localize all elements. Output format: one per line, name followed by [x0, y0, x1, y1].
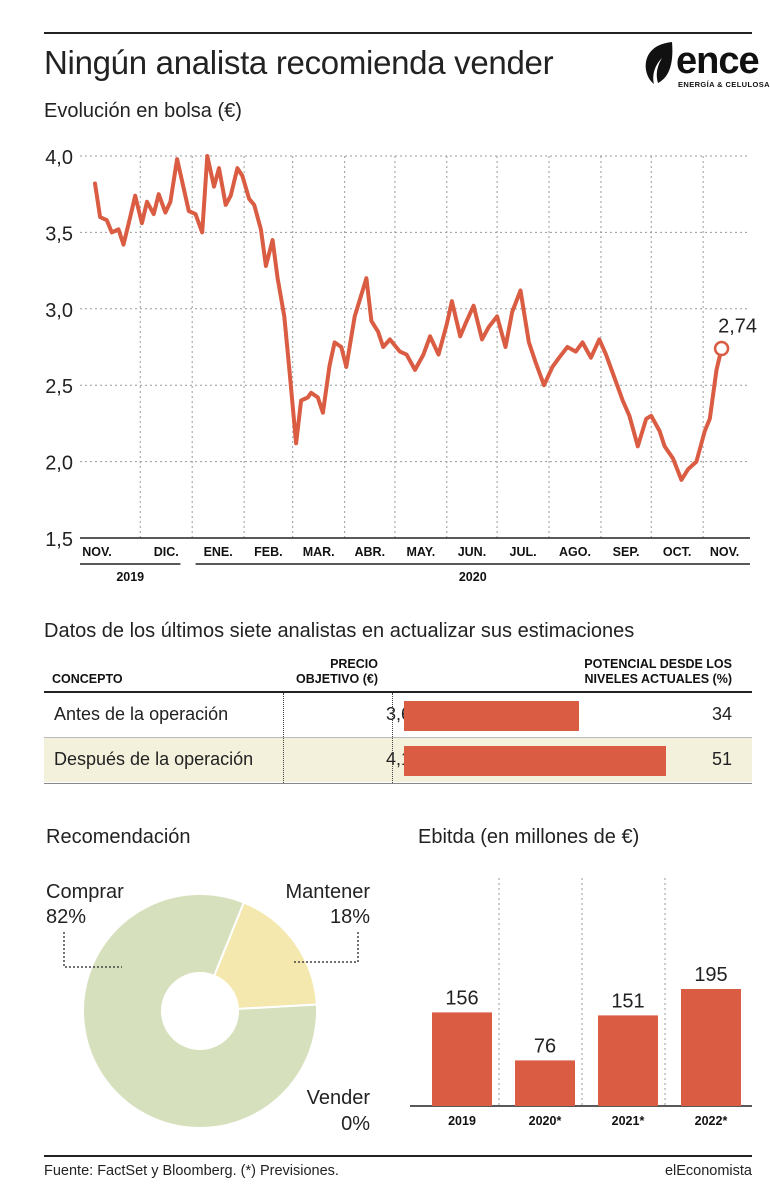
y-tick-label: 2,0 [45, 453, 73, 475]
table-row: Antes de la operación 3,66 34 [44, 693, 752, 737]
row-concepto: Después de la operación [54, 749, 254, 769]
column-header-potencial-text: POTENCIAL DESDE LOS NIVELES ACTUALES (%) [584, 657, 732, 686]
logo-word: ence [676, 40, 760, 82]
ebitda-value-label: 76 [534, 1035, 556, 1057]
bottom-rule [44, 1155, 752, 1157]
pie-slice-comprar [82, 893, 318, 1129]
ebitda-category-label: 2019 [448, 1114, 476, 1128]
top-rule [44, 32, 752, 34]
ebitda-bar [681, 989, 741, 1106]
x-tick-label: DIC. [154, 545, 179, 559]
column-header-precio-text: PRECIO OBJETIVO (€) [296, 657, 378, 686]
column-header-potencial: POTENCIAL DESDE LOS NIVELES ACTUALES (%) [560, 657, 732, 687]
ebitda-bar-chart: 156 2019 76 2020* 151 2021* 195 2022* [410, 878, 752, 1128]
table-header-rule [44, 691, 752, 693]
last-point-marker [713, 340, 730, 357]
x-tick-label: JUL. [510, 545, 537, 559]
column-divider [392, 693, 393, 783]
y-tick-label: 1,5 [45, 529, 73, 551]
potencial-bar [404, 701, 579, 731]
y-tick-label: 3,0 [45, 300, 73, 322]
x-tick-label: FEB. [254, 545, 282, 559]
pie-value-vender: 0% [341, 1113, 370, 1135]
column-header-concepto: CONCEPTO [52, 672, 123, 686]
column-divider [283, 693, 284, 783]
x-tick-label: MAY. [407, 545, 436, 559]
ebitda-value-label: 151 [611, 990, 644, 1012]
x-tick-label: MAR. [303, 545, 335, 559]
leaf-icon [645, 42, 673, 84]
stock-line-chart: 4,0 3,5 3,0 2,5 2,0 1,5 NOV. DIC. ENE. FEB. MAR. AB… [45, 147, 757, 584]
ebitda-value-label: 156 [445, 987, 478, 1009]
last-value-label: 2,74 [718, 316, 757, 338]
ebitda-title: Ebitda (en millones de €) [418, 826, 640, 848]
ebitda-category-label: 2022* [695, 1114, 728, 1128]
line-chart-title: Evolución en bolsa (€) [44, 100, 242, 122]
year-label: 2020 [459, 570, 487, 584]
pie-leader-mantener [292, 932, 359, 963]
x-tick-label: NOV. [710, 545, 739, 559]
page-title: Ningún analista recomienda vender [44, 44, 554, 81]
logo-tagline: ENERGÍA & CELULOSA [678, 80, 770, 89]
year-label: 2019 [116, 570, 144, 584]
row-divider [44, 783, 752, 784]
pie-label-mantener: Mantener [286, 881, 371, 903]
source-note: Fuente: FactSet y Bloomberg. (*) Previsi… [44, 1163, 339, 1179]
pie-value-comprar: 82% [46, 906, 86, 928]
x-tick-label: ABR. [354, 545, 385, 559]
ence-logo: ence ENERGÍA & CELULOSA [642, 40, 770, 92]
ebitda-bar [598, 1015, 658, 1106]
table-title: Datos de los últimos siete analistas en … [44, 620, 635, 642]
brand-name: elEconomista [664, 1163, 752, 1179]
row-divider [44, 737, 752, 738]
ebitda-category-label: 2020* [529, 1114, 562, 1128]
ebitda-category-label: 2021* [612, 1114, 645, 1128]
potencial-bar [404, 746, 666, 776]
y-tick-label: 4,0 [45, 147, 73, 169]
pie-leader-comprar [63, 932, 122, 968]
column-header-precio: PRECIO OBJETIVO (€) [280, 657, 378, 687]
pie-value-mantener: 18% [330, 906, 370, 928]
y-tick-label: 3,5 [45, 223, 73, 245]
price-series-line [93, 154, 724, 482]
ebitda-bar [432, 1012, 492, 1106]
table-row: Después de la operación 4,12 51 [44, 738, 752, 782]
pie-label-vender: Vender [307, 1087, 371, 1109]
x-tick-label: SEP. [613, 545, 640, 559]
y-tick-label: 2,5 [45, 376, 73, 398]
x-tick-label: OCT. [663, 545, 691, 559]
x-tick-label: JUN. [458, 545, 486, 559]
x-tick-label: NOV. [82, 545, 111, 559]
row-potencial: 51 [711, 749, 732, 769]
x-tick-label: AGO. [559, 545, 591, 559]
pie-label-comprar: Comprar [46, 881, 124, 903]
pie-slice-mantener [212, 901, 318, 1010]
ebitda-value-label: 195 [694, 964, 727, 986]
recommendation-pie: Comprar 82% Mantener 18% Vender 0% [46, 881, 371, 1135]
row-concepto: Antes de la operación [54, 704, 229, 724]
pie-title: Recomendación [46, 826, 191, 848]
ebitda-bar [515, 1060, 575, 1106]
x-tick-label: ENE. [204, 545, 233, 559]
row-potencial: 34 [711, 704, 732, 724]
